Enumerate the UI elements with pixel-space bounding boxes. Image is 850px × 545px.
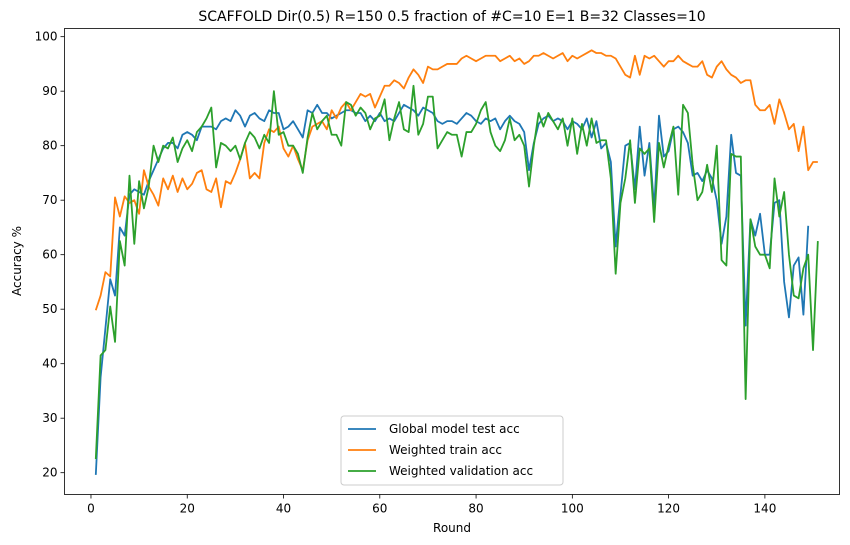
y-axis-label: Accuracy %	[10, 226, 24, 296]
y-tick-label: 40	[42, 357, 57, 371]
x-tick-label: 120	[657, 502, 680, 516]
series-line-global-test	[94, 103, 810, 475]
legend-label-weighted-train: Weighted train acc	[389, 443, 502, 457]
legend: Global model test acc Weighted train acc…	[340, 415, 564, 486]
series-line-weighted-train	[94, 49, 818, 311]
legend-label-global-test: Global model test acc	[389, 422, 520, 436]
plot-frame	[64, 28, 840, 495]
x-tick-label: 20	[180, 502, 195, 516]
y-tick-label: 50	[42, 302, 57, 316]
y-tick-label: 20	[42, 466, 57, 480]
x-axis-label: Round	[433, 521, 471, 535]
chart-title: SCAFFOLD Dir(0.5) R=150 0.5 fraction of …	[198, 9, 705, 25]
x-tick-label: 60	[372, 502, 387, 516]
x-tick-label: 100	[561, 502, 584, 516]
x-axis: 0 20 40 60 80 100 120 140	[87, 494, 776, 516]
x-tick-label: 40	[276, 502, 291, 516]
x-tick-label: 80	[468, 502, 483, 516]
y-tick-label: 70	[42, 193, 57, 207]
x-tick-label: 0	[87, 502, 95, 516]
y-tick-label: 60	[42, 248, 57, 262]
y-tick-label: 100	[35, 30, 58, 44]
legend-box	[340, 415, 564, 486]
legend-label-weighted-validation: Weighted validation acc	[389, 464, 533, 478]
plot-lines	[94, 49, 819, 475]
y-tick-label: 80	[42, 139, 57, 153]
y-axis: 20 30 40 50 60 70 80 90 100	[35, 30, 65, 480]
y-tick-label: 30	[42, 411, 57, 425]
y-tick-label: 90	[42, 84, 57, 98]
series-line-weighted-validation	[94, 84, 819, 460]
x-tick-label: 140	[753, 502, 776, 516]
